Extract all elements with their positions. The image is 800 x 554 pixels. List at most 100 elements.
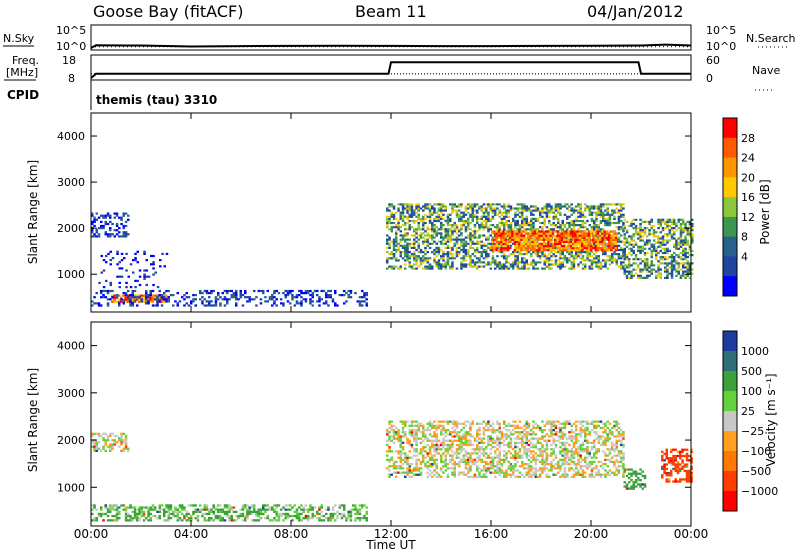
velocity-cell: [476, 465, 479, 468]
power-cell: [659, 256, 662, 259]
velocity-cell: [446, 422, 450, 425]
velocity-cell: [406, 456, 409, 459]
power-cell: [529, 242, 532, 246]
power-cell: [632, 243, 635, 246]
power-cell: [570, 213, 573, 216]
velocity-cell: [237, 514, 240, 518]
power-cell: [419, 257, 423, 260]
beam-title: Beam 11: [355, 2, 427, 21]
power-cell: [548, 219, 551, 223]
power-cell: [622, 261, 625, 264]
velocity-cell: [106, 445, 110, 448]
power-cell: [345, 300, 348, 303]
velocity-cell: [415, 458, 418, 461]
velocity-cell: [453, 469, 456, 472]
power-cell: [500, 251, 504, 254]
power-cell: [688, 224, 692, 228]
power-cell: [105, 261, 108, 264]
power-cell: [525, 209, 528, 212]
velocity-cell: [521, 431, 524, 434]
power-cell: [583, 242, 586, 246]
velocity-cell: [435, 443, 438, 447]
power-cell: [138, 296, 141, 299]
power-cell: [176, 302, 179, 305]
velocity-cell: [523, 433, 526, 436]
power-cell: [487, 253, 490, 256]
power-cell: [615, 261, 618, 264]
power-cell: [579, 205, 582, 208]
velocity-cell: [244, 514, 247, 518]
power-cell: [652, 247, 656, 250]
power-cell: [606, 221, 609, 225]
power-cell: [318, 298, 321, 301]
velocity-cell: [525, 448, 528, 451]
velocity-cell: [183, 514, 186, 518]
power-cell: [610, 238, 613, 241]
power-cell: [95, 218, 98, 221]
power-cell: [386, 259, 389, 262]
power-cell: [491, 259, 495, 262]
power-cell: [574, 230, 577, 233]
velocity-cell: [435, 463, 438, 466]
power-cell: [451, 205, 454, 208]
velocity-cell: [431, 463, 434, 466]
power-cell: [192, 294, 195, 297]
velocity-cell: [473, 458, 477, 461]
velocity-cell: [428, 463, 432, 466]
power-cell: [558, 242, 561, 246]
power-cell: [415, 228, 418, 231]
power-cell: [641, 276, 644, 279]
velocity-cell: [199, 504, 202, 507]
power-cell: [125, 269, 128, 272]
power-cell: [664, 227, 667, 230]
power-cell: [525, 224, 528, 227]
power-cell: [413, 242, 416, 245]
power-cell: [120, 298, 123, 301]
velocity-cell: [390, 424, 393, 427]
power-cell: [509, 226, 513, 229]
power-cell: [610, 249, 613, 252]
power-cell: [145, 294, 148, 297]
power-cell: [587, 236, 591, 239]
power-cell: [440, 211, 443, 214]
power-cell: [115, 233, 119, 236]
power-cell: [650, 262, 653, 265]
power-cell: [566, 257, 569, 260]
power-cell: [487, 228, 490, 231]
velocity-cell: [388, 473, 391, 476]
power-cell: [682, 243, 685, 246]
velocity-cell: [253, 519, 256, 522]
velocity-cell: [464, 431, 468, 434]
velocity-cell: [248, 508, 251, 511]
power-cell: [453, 257, 456, 260]
power-cell: [469, 228, 472, 231]
power-cell: [124, 296, 127, 299]
velocity-cell: [311, 512, 314, 516]
power-cell: [122, 227, 125, 230]
power-cell: [156, 304, 159, 307]
velocity-cell: [165, 504, 168, 507]
power-cell: [455, 248, 459, 252]
power-cell: [219, 296, 222, 299]
power-cell: [494, 234, 497, 237]
power-cell: [557, 232, 560, 235]
power-cell: [587, 230, 591, 233]
power-cell: [406, 205, 409, 208]
power-cell: [426, 205, 429, 208]
power-cell: [102, 214, 105, 217]
power-cell: [190, 302, 193, 305]
power-cell: [514, 257, 517, 260]
velocity-cell: [467, 439, 470, 442]
power-cell: [289, 289, 292, 293]
power-cell: [109, 281, 112, 284]
velocity-cell: [505, 443, 508, 447]
power-cell: [559, 205, 562, 208]
power-cell: [322, 289, 326, 293]
power-cell: [295, 294, 299, 297]
power-cell: [386, 215, 389, 218]
power-cell: [145, 275, 148, 278]
power-cell: [428, 203, 432, 206]
power-cell: [388, 244, 391, 247]
power-cell: [500, 224, 504, 227]
power-cell: [471, 207, 474, 210]
